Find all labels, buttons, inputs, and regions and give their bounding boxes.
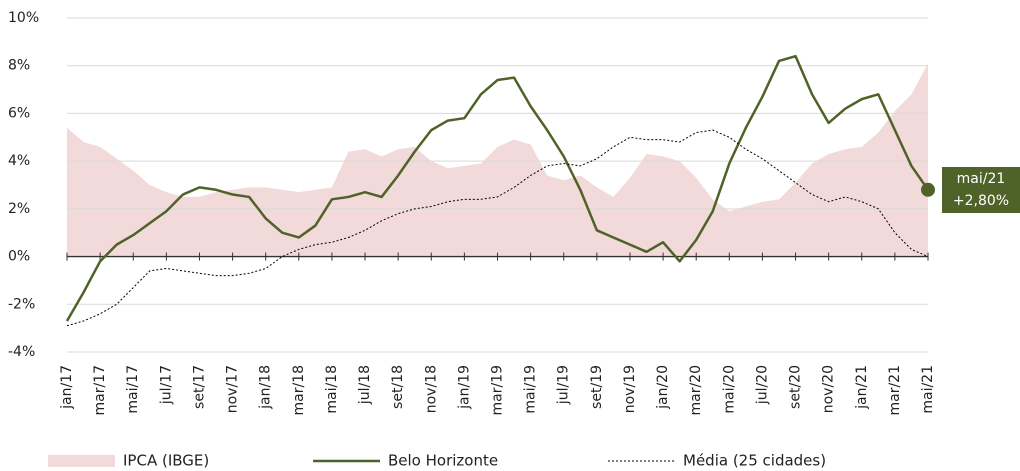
x-tick-label: jul/18: [357, 365, 373, 405]
y-tick-label: 0%: [8, 249, 30, 265]
annotation-box: [942, 167, 1020, 213]
legend-swatch: [48, 455, 115, 467]
x-tick-label: jan/20: [655, 365, 671, 410]
x-tick-label: mar/18: [291, 365, 307, 416]
legend-label: IPCA (IBGE): [123, 452, 209, 470]
y-tick-label: 8%: [8, 58, 30, 74]
x-tick-label: set/19: [589, 365, 605, 409]
x-tick-label: mai/21: [920, 365, 936, 414]
x-tick-label: mai/19: [523, 365, 539, 414]
x-tick-label: mar/19: [490, 365, 506, 416]
bh-line: [65, 54, 930, 322]
y-tick-label: 6%: [8, 105, 30, 121]
x-tick-label: nov/19: [622, 365, 638, 413]
x-tick-label: mar/20: [688, 365, 704, 416]
y-tick-label: -2%: [8, 296, 35, 312]
legend-label: Média (25 cidades): [683, 452, 826, 470]
x-tick-label: set/20: [788, 365, 804, 409]
y-tick-label: 4%: [8, 153, 30, 169]
x-tick-label: nov/17: [225, 365, 241, 413]
x-tick-label: mar/17: [92, 365, 108, 416]
x-tick-label: nov/18: [423, 365, 439, 413]
x-tick-label: jan/21: [854, 365, 870, 410]
annotation-date: mai/21: [957, 171, 1006, 187]
legend-label: Belo Horizonte: [388, 452, 498, 470]
annotation-value: +2,80%: [953, 193, 1009, 209]
x-tick-label: mai/18: [324, 365, 340, 414]
x-tick-label: mai/17: [125, 365, 141, 414]
x-tick-label: set/17: [191, 365, 207, 409]
x-tick-label: jul/20: [754, 365, 770, 405]
x-tick-label: jan/17: [59, 365, 75, 410]
x-tick-label: mai/20: [721, 365, 737, 414]
x-tick-label: jan/18: [258, 365, 274, 410]
media-line: [66, 129, 929, 327]
ipca-area: [67, 63, 928, 257]
x-tick-label: jan/19: [456, 365, 472, 410]
last-point: [921, 182, 935, 197]
x-tick-label: mar/21: [887, 365, 903, 416]
x-tick-label: jul/17: [158, 365, 174, 405]
x-tick-label: nov/20: [821, 365, 837, 413]
y-tick-label: 10%: [8, 10, 39, 26]
x-tick-label: jul/19: [556, 365, 572, 405]
x-tick-label: set/18: [390, 365, 406, 409]
y-tick-label: 2%: [8, 201, 30, 217]
y-tick-label: -4%: [8, 344, 35, 360]
